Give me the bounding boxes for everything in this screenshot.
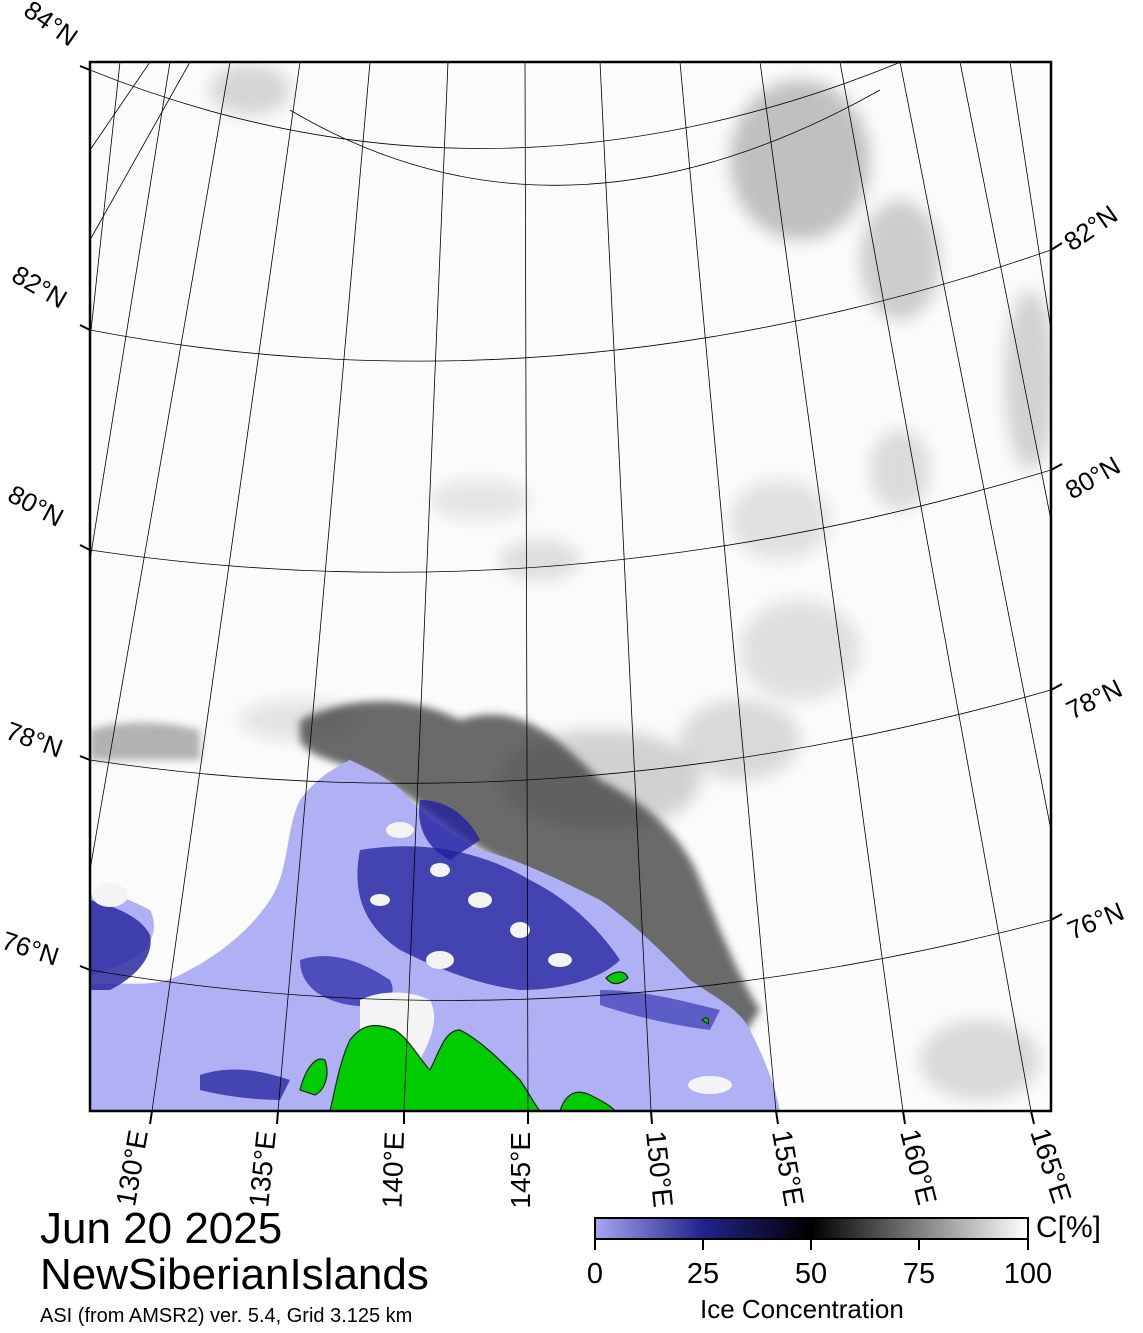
kotelny-island — [329, 1025, 541, 1111]
lat-label-82n-right: 82°N — [1058, 199, 1123, 257]
lon-label-130e: 130°E — [110, 1128, 154, 1209]
map-region-title: NewSiberianIslands — [40, 1250, 429, 1299]
colorbar-label: Ice Concentration — [700, 1294, 904, 1324]
lat-label-84n: 84°N — [19, 0, 84, 52]
graticule-latitude — [90, 62, 1051, 1001]
lon-label-165e: 165°E — [1024, 1124, 1077, 1206]
graticule-longitude — [90, 62, 1051, 1111]
land — [299, 971, 710, 1111]
lat-label-78n-left: 78°N — [2, 715, 67, 763]
colorbar-tick-0: 0 — [586, 1258, 604, 1290]
map-frame — [88, 60, 1053, 1113]
lat-label-76n-right: 76°N — [1063, 896, 1128, 946]
lat-label-76n-left: 76°N — [0, 925, 63, 971]
map-date: Jun 20 2025 — [40, 1204, 283, 1253]
lon-label-140e: 140°E — [376, 1131, 410, 1209]
data-source-note: ASI (from AMSR2) ver. 5.4, Grid 3.125 km — [40, 1305, 413, 1327]
colorbar-tick-100: 100 — [1003, 1258, 1053, 1290]
lat-label-80n-right: 80°N — [1060, 450, 1125, 505]
colorbar-tick-75: 75 — [902, 1258, 936, 1290]
frame-ticks — [79, 65, 1063, 1125]
lon-label-155e: 155°E — [766, 1128, 810, 1209]
lon-label-150e: 150°E — [640, 1129, 679, 1208]
lat-label-78n-right: 78°N — [1061, 673, 1126, 725]
jeannette-island — [605, 971, 629, 985]
belkovsky-island — [299, 1058, 328, 1096]
colorbar-ticks — [594, 1239, 1029, 1250]
small-island — [701, 1017, 710, 1025]
lat-label-82n-left: 82°N — [7, 259, 72, 314]
lat-label-80n-left: 80°N — [3, 479, 68, 533]
colorbar-unit: C[%] — [1036, 1211, 1102, 1244]
colorbar — [594, 1217, 1029, 1240]
lon-label-160e: 160°E — [894, 1126, 943, 1208]
colorbar-tick-50: 50 — [794, 1258, 828, 1290]
lon-label-145e: 145°E — [505, 1132, 536, 1209]
new-siberia-island — [559, 1091, 616, 1111]
colorbar-tick-25: 25 — [686, 1258, 720, 1290]
lon-label-135e: 135°E — [243, 1129, 282, 1208]
